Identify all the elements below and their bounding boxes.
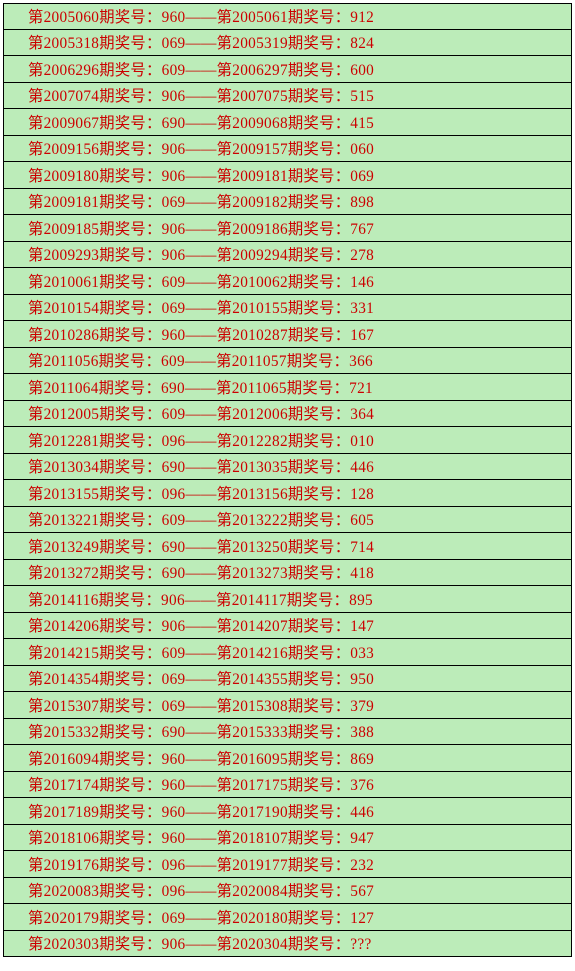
row-text: 第2014215期奖号：609——第2014216期奖号：033 bbox=[28, 641, 374, 663]
table-row: 第2006296期奖号：609——第2006297期奖号：600 bbox=[3, 56, 572, 83]
table-row: 第2013034期奖号：690——第2013035期奖号：446 bbox=[3, 454, 572, 481]
table-row: 第2009293期奖号：906——第2009294期奖号：278 bbox=[3, 242, 572, 269]
table-row: 第2013155期奖号：096——第2013156期奖号：128 bbox=[3, 480, 572, 507]
row-text: 第2013221期奖号：609——第2013222期奖号：605 bbox=[28, 508, 374, 530]
row-text: 第2009067期奖号：690——第2009068期奖号：415 bbox=[28, 111, 374, 133]
table-row: 第2013221期奖号：609——第2013222期奖号：605 bbox=[3, 507, 572, 534]
row-text: 第2020179期奖号：069——第2020180期奖号：127 bbox=[28, 906, 374, 928]
table-row: 第2011056期奖号：609——第2011057期奖号：366 bbox=[3, 348, 572, 375]
table-row: 第2018106期奖号：960——第2018107期奖号：947 bbox=[3, 825, 572, 852]
row-text: 第2005060期奖号：960——第2005061期奖号：912 bbox=[28, 5, 374, 27]
row-text: 第2010061期奖号：609——第2010062期奖号：146 bbox=[28, 270, 374, 292]
row-text: 第2020303期奖号：906——第2020304期奖号：??? bbox=[28, 932, 372, 954]
table-row: 第2007074期奖号：906——第2007075期奖号：515 bbox=[3, 83, 572, 110]
row-text: 第2010154期奖号：069——第2010155期奖号：331 bbox=[28, 296, 374, 318]
table-row: 第2015332期奖号：690——第2015333期奖号：388 bbox=[3, 719, 572, 746]
table-row: 第2010154期奖号：069——第2010155期奖号：331 bbox=[3, 295, 572, 322]
table-row: 第2020179期奖号：069——第2020180期奖号：127 bbox=[3, 904, 572, 931]
table-row: 第2010061期奖号：609——第2010062期奖号：146 bbox=[3, 268, 572, 295]
row-text: 第2014354期奖号：069——第2014355期奖号：950 bbox=[28, 667, 374, 689]
row-text: 第2009156期奖号：906——第2009157期奖号：060 bbox=[28, 137, 374, 159]
row-text: 第2017189期奖号：960——第2017190期奖号：446 bbox=[28, 800, 374, 822]
table-row: 第2013249期奖号：690——第2013250期奖号：714 bbox=[3, 533, 572, 560]
row-text: 第2013272期奖号：690——第2013273期奖号：418 bbox=[28, 561, 374, 583]
row-text: 第2019176期奖号：096——第2019177期奖号：232 bbox=[28, 853, 374, 875]
row-text: 第2010286期奖号：960——第2010287期奖号：167 bbox=[28, 323, 374, 345]
row-text: 第2005318期奖号：069——第2005319期奖号：824 bbox=[28, 31, 374, 53]
row-text: 第2009185期奖号：906——第2009186期奖号：767 bbox=[28, 217, 374, 239]
row-text: 第2009180期奖号：906——第2009181期奖号：069 bbox=[28, 164, 374, 186]
table-row: 第2017189期奖号：960——第2017190期奖号：446 bbox=[3, 798, 572, 825]
table-row: 第2015307期奖号：069——第2015308期奖号：379 bbox=[3, 692, 572, 719]
row-text: 第2015307期奖号：069——第2015308期奖号：379 bbox=[28, 694, 374, 716]
table-row: 第2016094期奖号：960——第2016095期奖号：869 bbox=[3, 745, 572, 772]
row-text: 第2013249期奖号：690——第2013250期奖号：714 bbox=[28, 535, 374, 557]
row-text: 第2011064期奖号：690——第2011065期奖号：721 bbox=[28, 376, 373, 398]
row-text: 第2006296期奖号：609——第2006297期奖号：600 bbox=[28, 58, 374, 80]
row-text: 第2014116期奖号：906——第2014117期奖号：895 bbox=[28, 588, 373, 610]
row-text: 第2015332期奖号：690——第2015333期奖号：388 bbox=[28, 720, 374, 742]
table-row: 第2005318期奖号：069——第2005319期奖号：824 bbox=[3, 30, 572, 57]
row-text: 第2009181期奖号：069——第2009182期奖号：898 bbox=[28, 190, 374, 212]
table-row: 第2009156期奖号：906——第2009157期奖号：060 bbox=[3, 136, 572, 163]
table-row: 第2014116期奖号：906——第2014117期奖号：895 bbox=[3, 586, 572, 613]
table-row: 第2020303期奖号：906——第2020304期奖号：??? bbox=[3, 931, 572, 958]
table-row: 第2019176期奖号：096——第2019177期奖号：232 bbox=[3, 851, 572, 878]
table-row: 第2010286期奖号：960——第2010287期奖号：167 bbox=[3, 321, 572, 348]
table-row: 第2014206期奖号：906——第2014207期奖号：147 bbox=[3, 613, 572, 640]
table-row: 第2017174期奖号：960——第2017175期奖号：376 bbox=[3, 772, 572, 799]
table-row: 第2009181期奖号：069——第2009182期奖号：898 bbox=[3, 189, 572, 216]
row-text: 第2009293期奖号：906——第2009294期奖号：278 bbox=[28, 243, 374, 265]
table-row: 第2012281期奖号：096——第2012282期奖号：010 bbox=[3, 427, 572, 454]
row-text: 第2007074期奖号：906——第2007075期奖号：515 bbox=[28, 84, 374, 106]
table-row: 第2009180期奖号：906——第2009181期奖号：069 bbox=[3, 162, 572, 189]
table-row: 第2009067期奖号：690——第2009068期奖号：415 bbox=[3, 109, 572, 136]
row-text: 第2012281期奖号：096——第2012282期奖号：010 bbox=[28, 429, 374, 451]
table-row: 第2013272期奖号：690——第2013273期奖号：418 bbox=[3, 560, 572, 587]
row-text: 第2017174期奖号：960——第2017175期奖号：376 bbox=[28, 773, 374, 795]
lottery-history-table: 第2005060期奖号：960——第2005061期奖号：912 第2005318… bbox=[3, 3, 572, 957]
row-text: 第2018106期奖号：960——第2018107期奖号：947 bbox=[28, 826, 374, 848]
table-row: 第2009185期奖号：906——第2009186期奖号：767 bbox=[3, 215, 572, 242]
row-text: 第2020083期奖号：096——第2020084期奖号：567 bbox=[28, 879, 374, 901]
row-text: 第2014206期奖号：906——第2014207期奖号：147 bbox=[28, 614, 374, 636]
table-row: 第2012005期奖号：609——第2012006期奖号：364 bbox=[3, 401, 572, 428]
row-text: 第2012005期奖号：609——第2012006期奖号：364 bbox=[28, 402, 374, 424]
table-row: 第2014354期奖号：069——第2014355期奖号：950 bbox=[3, 666, 572, 693]
row-text: 第2016094期奖号：960——第2016095期奖号：869 bbox=[28, 747, 374, 769]
row-text: 第2013034期奖号：690——第2013035期奖号：446 bbox=[28, 455, 374, 477]
table-row: 第2005060期奖号：960——第2005061期奖号：912 bbox=[3, 3, 572, 30]
table-row: 第2011064期奖号：690——第2011065期奖号：721 bbox=[3, 374, 572, 401]
row-text: 第2011056期奖号：609——第2011057期奖号：366 bbox=[28, 349, 373, 371]
row-text: 第2013155期奖号：096——第2013156期奖号：128 bbox=[28, 482, 374, 504]
table-row: 第2014215期奖号：609——第2014216期奖号：033 bbox=[3, 639, 572, 666]
table-row: 第2020083期奖号：096——第2020084期奖号：567 bbox=[3, 878, 572, 905]
